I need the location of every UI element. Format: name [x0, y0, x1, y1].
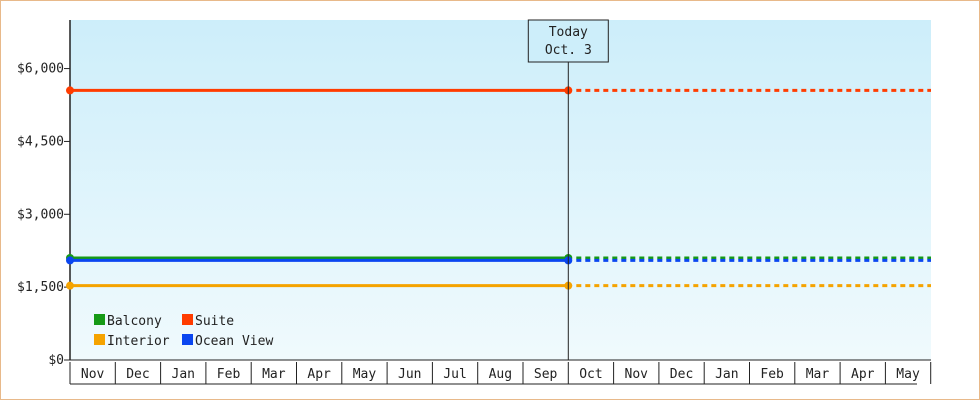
- legend-swatch: [94, 314, 105, 325]
- today-marker: Today Oct. 3: [527, 19, 609, 360]
- series-point: [66, 256, 74, 265]
- month-label: Feb: [217, 367, 241, 382]
- month-label: Jan: [172, 367, 195, 382]
- series-layer: [66, 86, 931, 290]
- today-box: [527, 19, 609, 63]
- y-tick-label: $1,500: [17, 280, 64, 295]
- legend-label: Suite: [195, 314, 234, 329]
- month-label: Jan: [715, 367, 738, 382]
- y-tick-label: $3,000: [17, 207, 64, 222]
- legend-swatch: [182, 314, 193, 325]
- month-label: Oct: [579, 367, 602, 382]
- legend-label: Balcony: [107, 314, 162, 329]
- today-date: Oct. 3: [545, 43, 592, 58]
- plot-area: [70, 20, 931, 360]
- legend-label: Interior: [107, 334, 170, 349]
- month-label: Sep: [534, 367, 558, 382]
- month-label: May: [896, 367, 920, 382]
- legend-swatch: [94, 334, 105, 345]
- legend-label: Ocean View: [195, 334, 273, 349]
- month-label: Mar: [262, 367, 286, 382]
- legend: Balcony Suite Interior Ocean View: [94, 314, 273, 349]
- month-label: Feb: [760, 367, 784, 382]
- month-label: Jun: [398, 367, 421, 382]
- series-point: [66, 86, 74, 95]
- month-label: Apr: [307, 367, 331, 382]
- y-tick-label: $0: [48, 353, 64, 368]
- legend-swatch: [182, 334, 193, 345]
- month-label: Mar: [806, 367, 830, 382]
- today-label: Today: [549, 25, 588, 40]
- month-label: Nov: [625, 367, 649, 382]
- month-label: Nov: [81, 367, 105, 382]
- x-axis: Nov Dec Jan Feb Mar Apr May Jun Jul Aug Sep Oct Nov D…: [69, 359, 932, 385]
- series-point: [66, 281, 74, 290]
- month-label: Dec: [670, 367, 693, 382]
- month-label: May: [353, 367, 377, 382]
- month-label: Apr: [851, 367, 875, 382]
- month-label: Dec: [126, 367, 149, 382]
- y-axis: $0 $1,500 $3,000 $4,500 $6,000: [17, 20, 71, 368]
- y-tick-label: $4,500: [17, 134, 64, 149]
- month-label: Jul: [443, 367, 466, 382]
- y-tick-label: $6,000: [17, 62, 64, 77]
- month-label: Aug: [489, 367, 512, 382]
